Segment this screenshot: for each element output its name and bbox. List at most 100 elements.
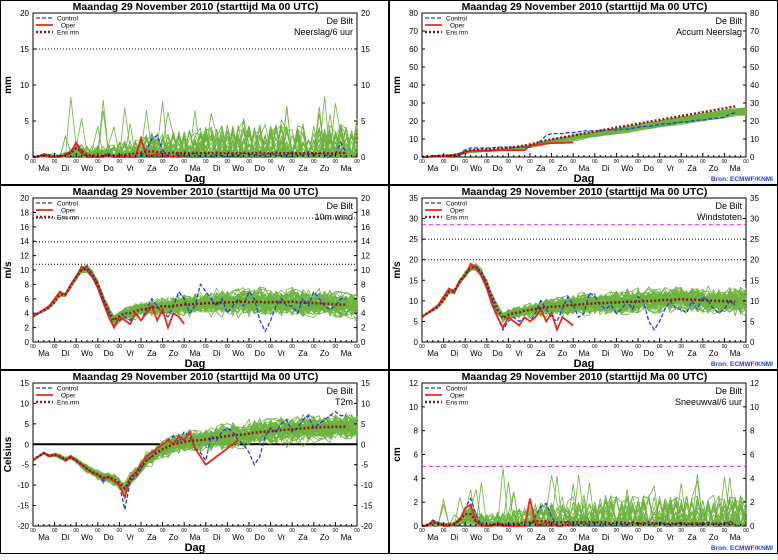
- hour-tick-label: 00: [441, 159, 447, 165]
- ensmean-line: [32, 146, 347, 159]
- ensemble-member-line: [32, 267, 358, 323]
- day-label: Vr: [126, 349, 134, 358]
- control-line: [422, 497, 736, 527]
- y-tick-label-right: 80: [750, 9, 759, 18]
- day-label: Ma: [730, 349, 742, 358]
- hour-tick-label: 00: [73, 344, 79, 350]
- hour-tick-label: 00: [614, 528, 620, 534]
- legend-label: Oper: [450, 23, 465, 30]
- control-line: [32, 265, 347, 333]
- oper-line: [32, 265, 185, 331]
- day-label: Wo: [232, 533, 244, 542]
- day-label: Ma: [578, 164, 590, 173]
- legend-label: Oper: [61, 208, 76, 215]
- day-label: Wo: [81, 533, 93, 542]
- hour-tick-label: 00: [30, 159, 36, 165]
- hour-tick-label: 00: [225, 344, 231, 350]
- y-tick-label: 2: [414, 498, 419, 507]
- variable-label: 10m wind: [314, 212, 353, 222]
- hour-tick-label: 00: [462, 159, 468, 165]
- y-tick-label: 4: [414, 474, 419, 483]
- y-tick-label: 25: [409, 235, 418, 244]
- y-tick-label: 16: [20, 223, 29, 232]
- y-tick-label: 80: [409, 9, 418, 18]
- y-tick-label-right: 4: [361, 309, 366, 318]
- hour-tick-label: 00: [700, 159, 706, 165]
- hour-tick-label: 00: [549, 344, 555, 350]
- hour-tick-label: 00: [678, 344, 684, 350]
- day-label: Ma: [341, 164, 353, 173]
- hour-tick-label: 00: [354, 159, 360, 165]
- chart-t2m: Maandag 29 November 2010 (starttijd Ma 0…: [3, 371, 373, 554]
- panel-accumneerslag: Maandag 29 November 2010 (starttijd Ma 0…: [389, 0, 778, 185]
- day-label: Wo: [232, 164, 244, 173]
- source-label: Bron: ECMWF/KNMI: [711, 361, 773, 368]
- day-label: Za: [298, 349, 308, 358]
- y-tick-label: -15: [17, 502, 29, 511]
- day-label: Do: [255, 349, 266, 358]
- x-axis-label: Dag: [185, 173, 206, 185]
- y-tick-label: 0: [414, 338, 419, 347]
- y-tick-label: 30: [409, 215, 418, 224]
- y-axis-label: mm: [392, 76, 403, 94]
- hour-tick-label: 00: [95, 528, 101, 534]
- day-label: Wo: [81, 164, 93, 173]
- station-label: De Bilt: [715, 201, 742, 211]
- day-label: Vr: [126, 533, 134, 542]
- y-tick-label: 5: [414, 317, 419, 326]
- day-label: Zo: [320, 164, 330, 173]
- day-label: Za: [536, 533, 546, 542]
- y-tick-label-right: 0: [750, 338, 755, 347]
- day-label: Di: [451, 533, 459, 542]
- y-tick-label: 20: [20, 194, 29, 203]
- hour-tick-label: 00: [484, 344, 490, 350]
- legend-label: Oper: [61, 393, 76, 400]
- panel-t2m: Maandag 29 November 2010 (starttijd Ma 0…: [0, 370, 389, 554]
- y-tick-label: 4: [25, 309, 30, 318]
- y-tick-label: 14: [20, 237, 29, 246]
- hour-tick-label: 00: [549, 528, 555, 534]
- hour-tick-label: 00: [419, 159, 425, 165]
- variable-label: Windstoten: [697, 212, 742, 222]
- chart-title: Maandag 29 November 2010 (starttijd Ma 0…: [462, 186, 708, 198]
- y-tick-label-right: 8: [750, 427, 755, 436]
- hour-tick-label: 00: [614, 159, 620, 165]
- hour-tick-label: 00: [203, 159, 209, 165]
- day-label: Ma: [578, 533, 590, 542]
- y-tick-label-right: 15: [750, 276, 759, 285]
- hour-tick-label: 00: [160, 344, 166, 350]
- legend-label: Control: [57, 201, 79, 208]
- day-label: Za: [147, 349, 157, 358]
- day-label: Ma: [189, 349, 201, 358]
- day-label: Vr: [667, 533, 675, 542]
- day-label: Zo: [169, 533, 179, 542]
- day-label: Zo: [558, 349, 568, 358]
- y-tick-label-right: 5: [361, 117, 366, 126]
- y-tick-label-right: 25: [750, 235, 759, 244]
- y-tick-label: -20: [17, 522, 29, 531]
- hour-tick-label: 00: [527, 344, 533, 350]
- hour-tick-label: 00: [614, 344, 620, 350]
- hour-tick-label: 00: [441, 344, 447, 350]
- y-tick-label-right: 0: [361, 153, 366, 162]
- y-tick-label-right: 10: [750, 135, 759, 144]
- day-label: Wo: [621, 533, 633, 542]
- hour-tick-label: 00: [484, 528, 490, 534]
- ensmean-line: [32, 425, 347, 491]
- y-tick-label: 20: [409, 256, 418, 265]
- legend-label: Control: [446, 386, 468, 393]
- y-tick-label-right: 2: [361, 324, 366, 333]
- hour-tick-label: 00: [506, 344, 512, 350]
- hour-tick-label: 00: [95, 344, 101, 350]
- day-label: Zo: [709, 164, 719, 173]
- hour-tick-label: 00: [289, 528, 295, 534]
- y-tick-label-right: 20: [361, 194, 370, 203]
- hour-tick-label: 00: [635, 528, 641, 534]
- y-tick-label-right: 12: [750, 379, 759, 388]
- panel-wind10m: Maandag 29 November 2010 (starttijd Ma 0…: [0, 185, 389, 370]
- hour-tick-label: 00: [657, 159, 663, 165]
- y-tick-label: 18: [20, 208, 29, 217]
- ensmean-line: [421, 265, 736, 320]
- y-axis-label: mm: [3, 76, 14, 94]
- hour-tick-label: 00: [635, 344, 641, 350]
